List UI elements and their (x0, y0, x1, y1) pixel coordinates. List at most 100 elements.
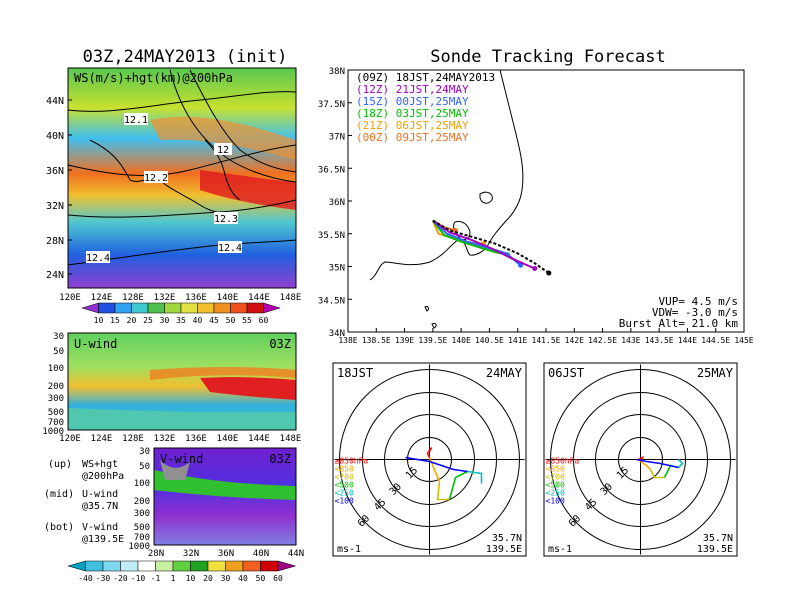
lon-tick-label: 128E (122, 293, 144, 303)
colorbar-tick-label: 40 (193, 316, 203, 325)
hodo-trace (636, 458, 679, 469)
lon-tick-label: 124E (91, 293, 113, 303)
pressure-tick-label: 300 (134, 509, 150, 519)
u-low-wind (68, 408, 296, 430)
lon-tick-label: 136E (185, 434, 207, 444)
hodo-legend-entry: <500 (335, 481, 354, 490)
note-key: (mid) (44, 489, 74, 500)
hodo-lat: 35.7N (703, 533, 733, 544)
lat-tick-label: 40N (253, 549, 269, 559)
track-line (432, 219, 536, 270)
colorbar-swatch (81, 302, 99, 314)
lon-tick-label: 128E (122, 434, 144, 444)
track-line (432, 219, 508, 256)
colorbar-swatch (230, 302, 248, 314)
u-wind-panel: U-wind 03Z (67, 332, 297, 431)
hodo-legend-entry: <100 (335, 497, 354, 506)
note-line: @139.5E (82, 534, 124, 545)
hodo-time: 18JST (337, 366, 373, 380)
colorbar-swatch (164, 302, 182, 314)
map-lon-axis: 120E 124E 128E 132E 136E 140E 144E 148E (59, 293, 301, 303)
contour-label: 12.4 (218, 241, 242, 254)
colorbar-tick-label: 60 (273, 574, 283, 583)
lon-tick-label: 144E (248, 293, 270, 303)
svg-text:12.4: 12.4 (86, 253, 110, 264)
colorbar-swatch (277, 560, 297, 572)
colorbar-swatch (102, 560, 121, 572)
lat-tick-label: 44N (46, 96, 64, 107)
lat-tick-label: 28N (148, 549, 164, 559)
lon-tick-label: 140E (217, 434, 239, 444)
colorbar-swatch (260, 560, 279, 572)
u-label: U-wind (74, 337, 117, 351)
hodo-date: 24MAY (486, 366, 523, 380)
lon-tick-label: 145E (734, 336, 753, 345)
hodo-trace (467, 470, 483, 484)
colorbar-tick-label: -1 (151, 574, 161, 583)
hodograph-06jst: 06JST 25MAY 35.7N 139.5E ms-1 15304560≥8… (543, 362, 738, 557)
track-map (347, 69, 745, 333)
v-wind-panel: V-wind 03Z (153, 447, 297, 546)
svg-text:12.1: 12.1 (124, 115, 148, 126)
hodograph-18jst: 18JST 24MAY 35.7N 139.5E ms-1 15304560≥8… (332, 362, 527, 557)
pressure-tick-label: 500 (134, 523, 150, 533)
hodo-trace (640, 460, 652, 471)
colorbar-tick-label: 50 (256, 574, 266, 583)
colorbar-tick-label: 45 (209, 316, 219, 325)
note-line: @200hPa (82, 471, 124, 482)
colorbar-swatch (155, 560, 174, 572)
lat-tick-label: 34.5N (318, 296, 345, 306)
hodo-trace (405, 456, 468, 473)
contour-label: 12 (214, 143, 232, 156)
track-line (432, 219, 550, 274)
contour-label: 12.1 (124, 113, 148, 126)
hgt-contour (67, 91, 297, 112)
colorbar-swatch (114, 302, 132, 314)
hgt-contour (67, 144, 297, 176)
lat-tick-label: 38N (329, 67, 345, 77)
colorbar-swatch (120, 560, 139, 572)
contour-label: 12.3 (214, 212, 238, 225)
colorbar-swatch (246, 302, 264, 314)
track-legend-entry: (09Z) 18JST,24MAY2013 (356, 71, 495, 84)
lon-tick-label: 142E (565, 336, 584, 345)
colorbar-swatch (180, 302, 198, 314)
colorbar-swatch (242, 560, 261, 572)
colorbar-swatch (131, 302, 149, 314)
hodo-unit: ms-1 (337, 544, 361, 555)
colorbar-tick-label: -40 (78, 574, 93, 583)
u-lon-axis: 120E 124E 128E 132E 136E 140E 144E 148E (59, 434, 301, 444)
colorbar-tick-label: 15 (110, 316, 120, 325)
svg-text:12: 12 (217, 145, 229, 156)
lon-tick-label: 120E (59, 434, 81, 444)
colorbar-tick-label: 10 (94, 316, 104, 325)
v-gray-patch (160, 460, 190, 480)
lat-tick-label: 36N (218, 549, 234, 559)
pressure-tick-label: 1000 (42, 427, 64, 437)
hodo-date: 25MAY (697, 366, 734, 380)
pressure-tick-label: 100 (48, 364, 64, 374)
colorbar-tick-label: 35 (176, 316, 186, 325)
lat-tick-label: 32N (183, 549, 199, 559)
pressure-tick-label: 50 (139, 462, 150, 472)
hodo-legend-entry: ≥850hPa (546, 457, 580, 466)
note-line: V-wind (82, 522, 118, 533)
lat-tick-label: 35.5N (318, 231, 345, 241)
hgt-contour (67, 199, 297, 218)
v-lat-axis: 28N 32N 36N 40N 44N (148, 549, 304, 559)
track-endpoint (546, 270, 552, 276)
lon-tick-label: 132E (154, 434, 176, 444)
hodo-lon: 139.5E (697, 544, 733, 555)
track-legend-entry: (00Z) 09JST,25MAY (356, 131, 469, 144)
colorbar-tick-label: 30 (221, 574, 231, 583)
colorbar-tick-label: 20 (127, 316, 137, 325)
vup-readout: VUP= 4.5 m/s (659, 295, 738, 308)
track-legend-entry: (21Z) 06JST,25MAY (356, 119, 469, 132)
track-endpoint (518, 262, 524, 268)
colorbar-swatch (172, 560, 191, 572)
pressure-tick-label: 30 (139, 447, 150, 457)
colorbar-swatch (190, 560, 209, 572)
track-legend-entry: (18Z) 03JST,25MAY (356, 107, 469, 120)
lon-tick-label: 142.5E (588, 336, 617, 345)
ws-map: 12.1 12 12.2 12.3 12.4 12.4 WS(m/s)+hgt(… (67, 67, 297, 289)
